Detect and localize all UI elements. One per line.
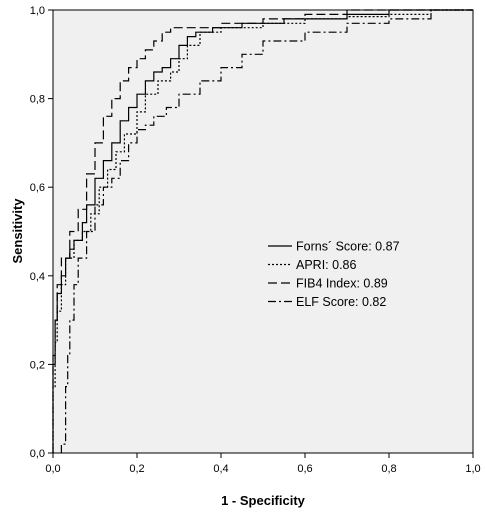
legend-label-4: ELF Score: 0.82 <box>296 295 386 309</box>
x-axis: 0,0 0,2 0,4 0,6 0,8 1,0 <box>45 453 481 475</box>
x-axis-title: 1 - Specificity <box>221 493 306 508</box>
series-line-2 <box>52 9 473 453</box>
series-line-3 <box>52 9 473 453</box>
y-tick-label: 0,6 <box>30 182 45 194</box>
x-tick-label: 0,2 <box>129 463 144 475</box>
x-tick-label: 0,4 <box>213 463 228 475</box>
x-tick-label: 0,8 <box>381 463 396 475</box>
legend-label-2: APRI: 0.86 <box>296 258 356 272</box>
y-axis-title: Sensitivity <box>10 198 25 264</box>
series-line-1 <box>52 9 473 453</box>
x-tick-label: 1,0 <box>465 463 480 475</box>
legend: Forns´ Score: 0.87 APRI: 0.86 FIB4 Index: … <box>268 240 400 309</box>
y-tick-label: 0,2 <box>30 359 45 371</box>
y-axis: 0,0 0,2 0,4 0,6 0,8 1,0 <box>30 5 53 460</box>
plot-frame <box>52 9 474 454</box>
y-tick-label: 0,8 <box>30 94 45 106</box>
legend-label-1: Forns´ Score: 0.87 <box>296 240 400 254</box>
x-tick-label: 0,0 <box>45 463 60 475</box>
plot-background <box>53 10 473 453</box>
series-layer <box>52 9 473 453</box>
y-tick-label: 0,4 <box>30 271 45 283</box>
y-tick-label: 0,0 <box>30 448 45 460</box>
y-tick-label: 1,0 <box>30 5 45 17</box>
x-tick-label: 0,6 <box>297 463 312 475</box>
legend-label-3: FIB4 Index: 0.89 <box>296 277 388 291</box>
